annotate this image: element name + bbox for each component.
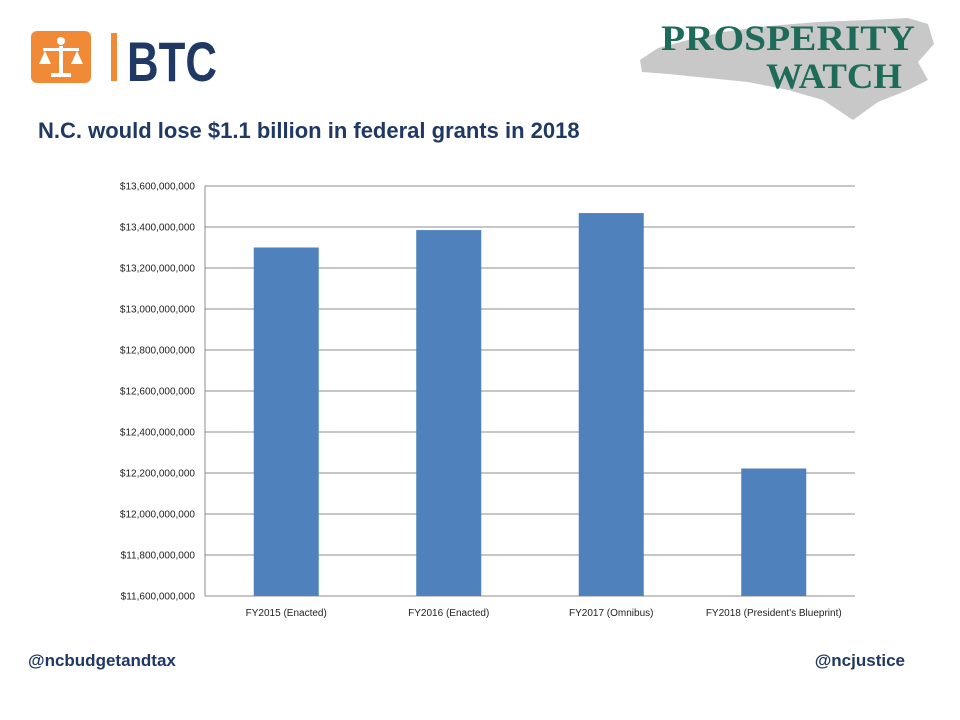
bar <box>253 247 319 596</box>
y-tick-label: $11,800,000,000 <box>121 551 196 562</box>
y-tick-label: $12,400,000,000 <box>120 428 196 439</box>
btc-logo: BTC <box>31 30 217 88</box>
x-tick-label: FY2015 (Enacted) <box>246 608 327 619</box>
y-tick-label: $12,600,000,000 <box>120 387 196 398</box>
x-tick-label: FY2016 (Enacted) <box>408 608 489 619</box>
x-tick-label: FY2017 (Omnibus) <box>569 608 653 619</box>
north-carolina-map-icon <box>640 18 934 120</box>
y-tick-label: $12,000,000,000 <box>120 510 196 521</box>
y-tick-label: $12,800,000,000 <box>120 346 196 357</box>
prosperity-watch-line2: WATCH <box>766 56 902 96</box>
bar-chart: $11,600,000,000 $11,800,000,000 $12,000,00… <box>120 182 855 619</box>
bar <box>578 213 644 596</box>
footer-handle-ncjustice[interactable]: @ncjustice <box>814 651 905 670</box>
btc-logo-text: BTC <box>127 30 217 88</box>
bar <box>741 468 807 596</box>
slide-title: N.C. would lose $1.1 billion in federal … <box>38 118 580 143</box>
y-tick-label: $12,200,000,000 <box>120 469 196 480</box>
x-tick-label: FY2018 (President's Blueprint) <box>706 608 842 619</box>
y-tick-label: $13,600,000,000 <box>120 182 196 193</box>
btc-logo-divider <box>111 33 117 81</box>
prosperity-watch-logo: PROSPERITY WATCH <box>640 18 934 120</box>
scales-of-justice-icon <box>39 37 83 77</box>
y-tick-label: $11,600,000,000 <box>121 592 196 603</box>
footer-handle-ncbudgetandtax[interactable]: @ncbudgetandtax <box>28 651 176 670</box>
bar <box>416 230 482 596</box>
y-tick-label: $13,400,000,000 <box>120 223 196 234</box>
y-tick-label: $13,200,000,000 <box>120 264 196 275</box>
y-tick-label: $13,000,000,000 <box>120 305 196 316</box>
prosperity-watch-line1: PROSPERITY <box>661 18 915 58</box>
